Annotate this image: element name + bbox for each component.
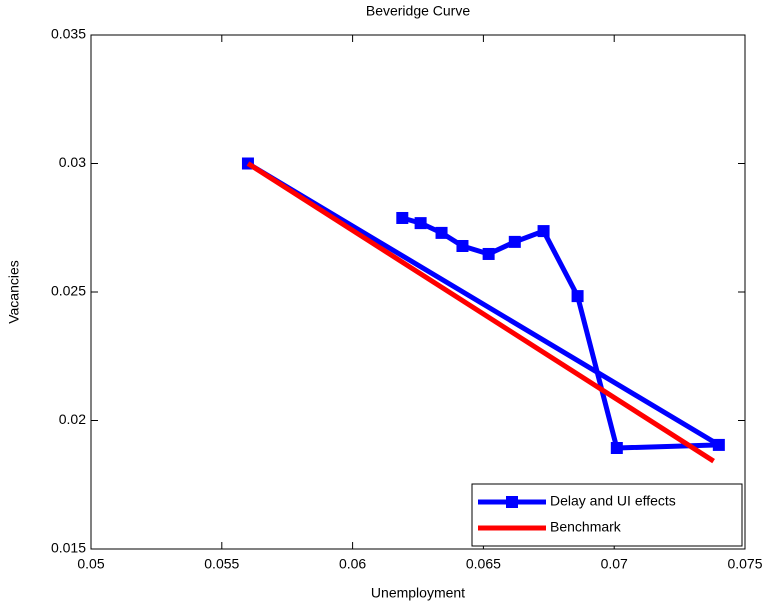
series-line bbox=[246, 161, 715, 464]
marker bbox=[482, 247, 495, 260]
y-tick-label: 0.025 bbox=[51, 283, 86, 299]
y-axis-label: Vacancies bbox=[6, 260, 22, 324]
marker bbox=[508, 235, 521, 248]
chart-title: Beveridge Curve bbox=[366, 3, 470, 19]
marker bbox=[571, 290, 584, 303]
legend-label: Delay and UI effects bbox=[550, 493, 676, 509]
marker bbox=[456, 239, 469, 252]
legend-marker bbox=[506, 496, 518, 508]
marker bbox=[610, 441, 623, 454]
x-tick-label: 0.07 bbox=[601, 556, 628, 572]
x-tick-label: 0.06 bbox=[339, 556, 366, 572]
y-tick-label: 0.035 bbox=[51, 26, 86, 42]
y-tick-label: 0.015 bbox=[51, 540, 86, 556]
marker bbox=[537, 225, 550, 238]
y-tick-label: 0.02 bbox=[59, 411, 86, 427]
legend bbox=[471, 483, 743, 547]
plot-area bbox=[90, 34, 746, 550]
x-axis-label: Unemployment bbox=[371, 585, 465, 601]
marker bbox=[712, 438, 725, 451]
y-tick-label: 0.03 bbox=[59, 154, 86, 170]
x-tick-label: 0.05 bbox=[77, 556, 104, 572]
marker bbox=[396, 211, 409, 224]
marker bbox=[435, 226, 448, 239]
marker bbox=[414, 217, 427, 230]
legend-label: Benchmark bbox=[550, 519, 622, 535]
x-tick-label: 0.065 bbox=[466, 556, 501, 572]
x-tick-label: 0.075 bbox=[727, 556, 762, 572]
x-tick-label: 0.055 bbox=[204, 556, 239, 572]
